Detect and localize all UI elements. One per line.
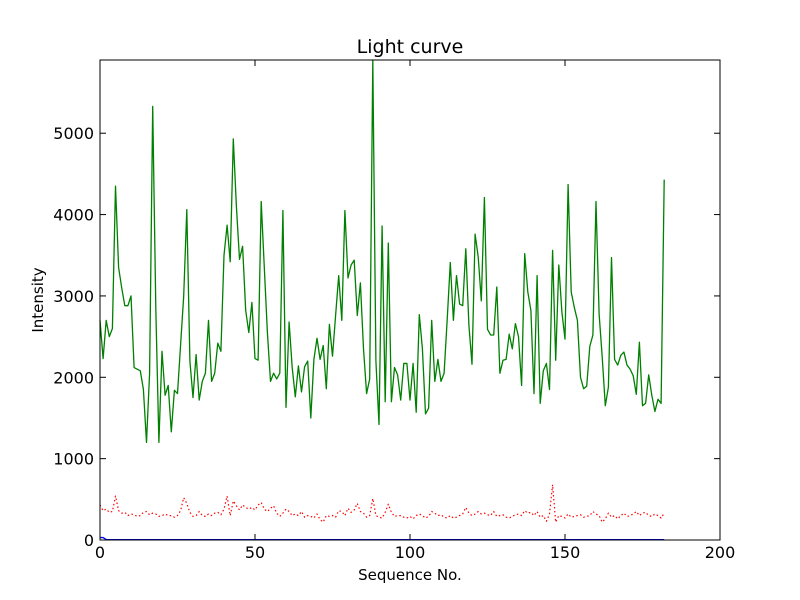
x-tick-label: 100 <box>395 543 426 562</box>
x-tick-label: 0 <box>95 543 105 562</box>
y-tick-label: 5000 <box>53 124 94 143</box>
x-tick-label: 200 <box>705 543 736 562</box>
x-tick-label: 50 <box>245 543 265 562</box>
y-tick-label: 1000 <box>53 450 94 469</box>
x-axis: 0 50 100 150 200 <box>95 60 735 562</box>
red-dotted-series-line <box>99 484 665 523</box>
y-tick-label: 4000 <box>53 206 94 225</box>
y-tick-label: 3000 <box>53 287 94 306</box>
x-axis-label: Sequence No. <box>358 566 462 584</box>
y-tick-label: 0 <box>84 531 94 550</box>
y-axis: 0 1000 2000 3000 4000 5000 <box>53 124 720 550</box>
green-solid-series-line <box>99 59 665 444</box>
x-tick-label: 150 <box>550 543 581 562</box>
y-tick-label: 2000 <box>53 368 94 387</box>
chart-title: Light curve <box>357 36 464 58</box>
y-axis-label: Intensity <box>29 267 47 332</box>
